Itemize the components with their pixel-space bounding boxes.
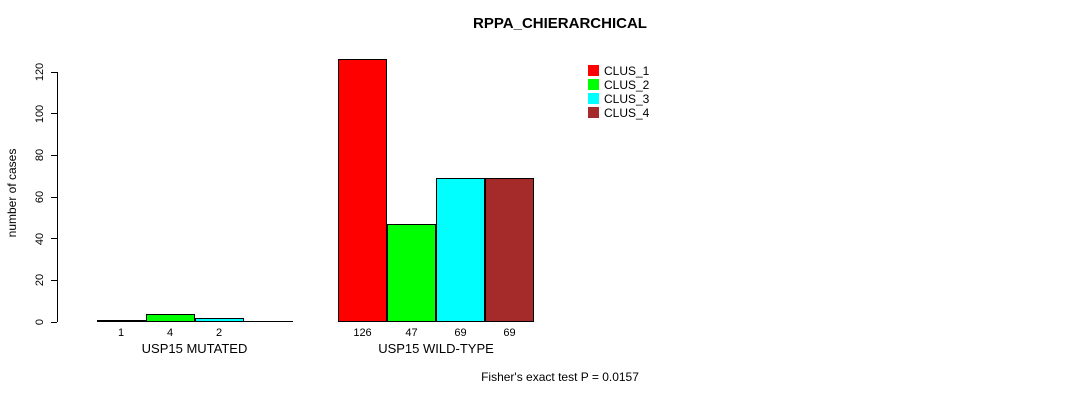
y-axis-tick <box>51 196 57 198</box>
y-axis-tick <box>51 113 57 115</box>
y-axis-label: number of cases <box>5 148 19 238</box>
y-axis-tick-label: 60 <box>34 190 46 204</box>
y-axis-tick <box>51 279 57 281</box>
bar-clus_2-group1 <box>145 314 195 322</box>
y-axis-tick <box>51 154 57 156</box>
chart-title: RPPA_CHIERARCHICAL <box>473 15 647 32</box>
bar-clus_4-group2 <box>485 178 534 322</box>
bar-clus_4-group1 <box>243 321 293 322</box>
y-axis-tick-label: 20 <box>34 274 46 287</box>
bar-clus_3-group1 <box>194 318 244 322</box>
legend-label: CLUS_2 <box>604 77 650 92</box>
legend-swatch-clus_1 <box>588 65 599 76</box>
y-axis-line <box>57 72 58 322</box>
y-axis-tick-label: 80 <box>34 149 46 162</box>
y-axis-tick-label: 0 <box>34 318 46 326</box>
bar-value-label: 69 <box>503 327 516 339</box>
y-axis-tick <box>51 238 57 240</box>
bar-clus_3-group2 <box>436 178 485 322</box>
bar-clus_2-group2 <box>387 224 436 322</box>
legend-label: CLUS_4 <box>604 105 650 120</box>
bar-value-label: 126 <box>353 327 372 339</box>
bar-value-label: 69 <box>454 327 467 339</box>
annotation-text: Fisher's exact test P = 0.0157 <box>481 370 639 384</box>
y-axis-tick <box>51 321 57 323</box>
x-group-label: USP15 WILD-TYPE <box>378 341 494 356</box>
y-axis-tick <box>51 71 57 73</box>
y-axis-tick-label: 120 <box>34 62 46 82</box>
bar-value-label: 2 <box>215 327 223 339</box>
legend-swatch-clus_3 <box>588 92 599 104</box>
legend-swatch-clus_2 <box>588 78 599 90</box>
bar-value-label: 4 <box>166 327 174 339</box>
legend-label: CLUS_3 <box>604 91 650 106</box>
bar-clus_1-group1 <box>96 320 146 322</box>
bar-value-label: 1 <box>117 327 125 339</box>
y-axis-tick-label: 100 <box>34 104 46 123</box>
y-axis-tick-label: 40 <box>34 232 46 245</box>
bar-value-label: 47 <box>405 327 418 339</box>
legend-swatch-clus_4 <box>588 106 599 118</box>
bar-clus_1-group2 <box>338 59 387 322</box>
x-group-label: USP15 MUTATED <box>141 341 248 356</box>
legend-label: CLUS_1 <box>604 64 650 78</box>
